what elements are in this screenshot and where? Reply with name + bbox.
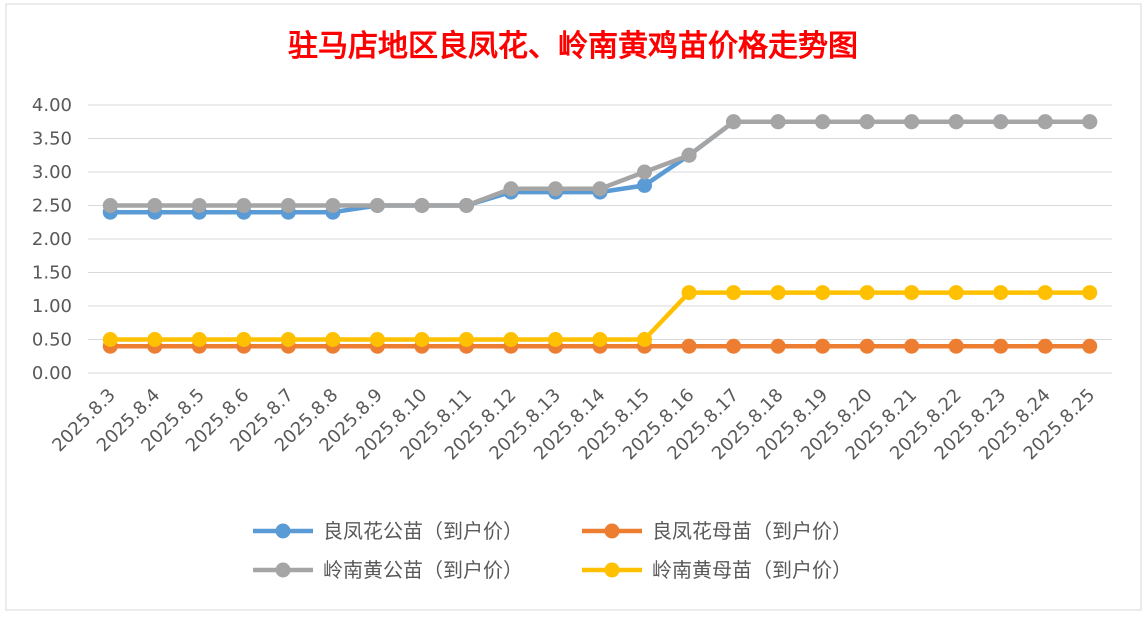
y-tick-label: 0.00 (32, 363, 72, 384)
data-point (369, 332, 385, 347)
y-tick-label: 1.50 (32, 263, 72, 284)
data-point (547, 181, 563, 197)
data-point (592, 332, 608, 347)
data-point (859, 114, 875, 130)
data-point (325, 332, 341, 347)
data-point (993, 338, 1009, 354)
legend-item: 岭南黄母苗（到户价） (582, 558, 852, 582)
data-point (815, 285, 831, 301)
y-tick-label: 4.00 (32, 95, 72, 116)
legend-swatch-marker (604, 562, 620, 578)
data-point (770, 285, 786, 301)
y-tick-label: 2.00 (32, 229, 72, 250)
data-point (414, 332, 430, 347)
data-point (904, 285, 920, 301)
data-point (280, 332, 296, 347)
y-axis-tick-labels: 0.00 0.50 1.00 1.50 2.00 2.50 3.00 3.50 4.00 (32, 95, 72, 384)
data-point (458, 198, 474, 213)
data-point (1082, 338, 1098, 354)
data-point (592, 181, 608, 197)
data-point (770, 338, 786, 354)
series-3 (102, 285, 1098, 347)
data-point (681, 147, 697, 163)
data-point (726, 114, 742, 130)
data-point (637, 332, 653, 347)
legend-item: 岭南黄公苗（到户价） (253, 558, 523, 582)
data-point (503, 332, 519, 347)
data-point (1037, 285, 1053, 301)
legend-item: 良凤花公苗（到户价） (253, 519, 523, 543)
data-point (325, 198, 341, 213)
data-point (1082, 114, 1098, 130)
data-point (904, 338, 920, 354)
data-point (993, 285, 1009, 301)
legend-swatch-marker (275, 523, 291, 539)
data-point (236, 332, 252, 347)
data-point (948, 114, 964, 130)
data-point (147, 198, 163, 213)
legend-label: 良凤花公苗（到户价） (323, 519, 523, 543)
y-tick-label: 2.50 (32, 196, 72, 217)
legend-swatch-marker (604, 523, 620, 539)
y-tick-label: 3.00 (32, 162, 72, 183)
legend-label: 良凤花母苗（到户价） (652, 519, 852, 543)
data-point (102, 198, 118, 213)
data-point (681, 338, 697, 354)
data-point (191, 332, 207, 347)
legend: 良凤花公苗（到户价） 良凤花母苗（到户价） 岭南黄公苗（到户价） 岭南黄母苗（到户价） (253, 519, 852, 582)
y-tick-label: 0.50 (32, 330, 72, 351)
data-point (948, 285, 964, 301)
series-2 (102, 114, 1098, 213)
data-point (1082, 285, 1098, 301)
data-point (948, 338, 964, 354)
data-point (503, 181, 519, 197)
data-point (102, 332, 118, 347)
data-point (993, 114, 1009, 130)
y-tick-label: 1.00 (32, 296, 72, 317)
data-point (681, 285, 697, 301)
data-point (191, 198, 207, 213)
data-point (770, 114, 786, 130)
data-point (637, 177, 653, 193)
data-point (369, 198, 385, 213)
data-point (147, 332, 163, 347)
data-point (547, 332, 563, 347)
data-point (414, 198, 430, 213)
data-point (458, 332, 474, 347)
data-point (1037, 114, 1053, 130)
series-lines (102, 114, 1098, 354)
data-point (280, 198, 296, 213)
data-point (726, 285, 742, 301)
chart-title: 驻马店地区良凤花、岭南黄鸡苗价格走势图 (288, 29, 858, 64)
data-point (1037, 338, 1053, 354)
data-point (859, 338, 875, 354)
data-point (904, 114, 920, 130)
legend-label: 岭南黄母苗（到户价） (652, 558, 852, 582)
data-point (637, 164, 653, 180)
data-point (859, 285, 875, 301)
data-point (815, 338, 831, 354)
data-point (726, 338, 742, 354)
chart-border (5, 3, 1142, 611)
data-point (236, 198, 252, 213)
data-point (815, 114, 831, 130)
legend-item: 良凤花母苗（到户价） (582, 519, 852, 543)
legend-label: 岭南黄公苗（到户价） (323, 558, 523, 582)
legend-swatch-marker (275, 562, 291, 578)
y-tick-label: 3.50 (32, 129, 72, 150)
